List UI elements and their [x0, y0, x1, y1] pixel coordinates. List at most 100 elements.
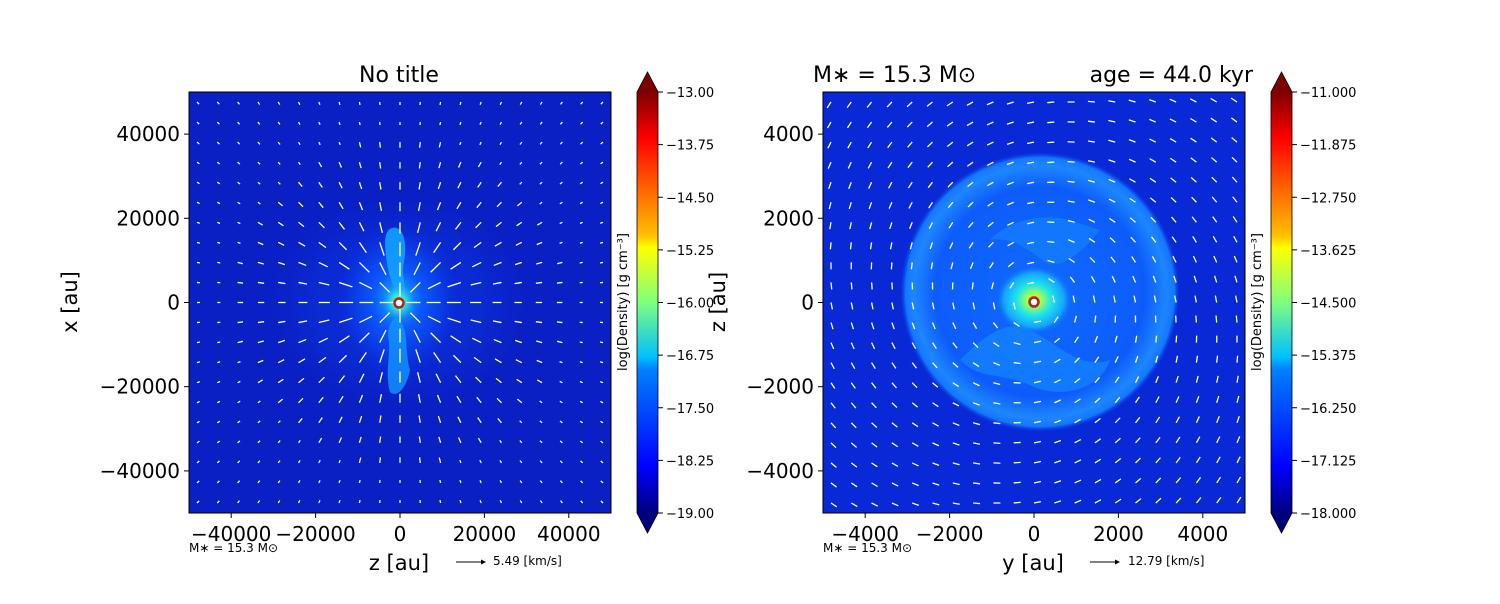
- left-arrow-label: 5.49 [km/s]: [493, 554, 562, 568]
- left-velocity-arrow: [217, 362, 220, 363]
- right-velocity-arrow: [831, 282, 832, 289]
- right-velocity-arrow: [1014, 462, 1021, 463]
- right-colorbar-ticks: −11.000 −11.875 −12.750 −13.625 −14.500 −15.3…: [1292, 86, 1356, 522]
- right-velocity-arrow: [972, 282, 973, 289]
- left-velocity-arrow: [420, 457, 421, 463]
- left-velocity-arrow: [580, 262, 583, 263]
- left-velocity-arrow: [460, 480, 461, 483]
- right-colorbar-tick-label: −11.875: [1300, 139, 1356, 154]
- left-ytick-label: −20000: [100, 375, 180, 399]
- right-colorbar: [1271, 72, 1292, 533]
- left-velocity-arrow: [557, 282, 562, 283]
- right-ytick-label: 0: [801, 291, 814, 315]
- right-colorbar-tick-label: −17.125: [1300, 454, 1356, 469]
- left-velocity-arrow: [238, 282, 243, 283]
- left-velocity-arrow: [217, 342, 220, 343]
- right-velocity-arrow: [1156, 336, 1157, 343]
- right-colorbar-tick-label: −12.750: [1300, 191, 1356, 206]
- right-colorbar-tick-label: −11.000: [1300, 86, 1356, 101]
- right-title-right: age = 44.0 kyr: [1090, 63, 1254, 88]
- right-velocity-arrow: [1014, 482, 1021, 483]
- right-velocity-arrow: [1088, 101, 1095, 102]
- left-mass-label: M∗ = 15.3 M⊙: [189, 541, 278, 555]
- left-velocity-arrow: [380, 457, 381, 463]
- left-velocity-arrow: [580, 342, 583, 343]
- left-velocity-arrow: [460, 122, 461, 125]
- left-xtick-label: −20000: [275, 522, 355, 546]
- left-velocity-arrow: [460, 500, 461, 503]
- left-velocity-arrow: [440, 122, 441, 125]
- left-colorbar-tick-label: −13.75: [666, 139, 714, 154]
- right-velocity-arrow: [850, 242, 851, 249]
- left-ytick-label: 0: [167, 291, 180, 315]
- left-ytick-label: −40000: [100, 459, 180, 483]
- right-ytick-label: 2000: [763, 206, 814, 230]
- right-velocity-arrow: [1068, 162, 1075, 163]
- right-arrow-label: 12.79 [km/s]: [1128, 554, 1204, 568]
- left-colorbar-tick-label: −19.00: [666, 507, 714, 522]
- right-velocity-arrow: [1047, 102, 1054, 103]
- right-velocity-arrow: [973, 483, 980, 484]
- left-xtick-label: 0: [394, 522, 407, 546]
- left-velocity-arrow: [419, 162, 420, 168]
- right-colorbar-tick-label: −13.625: [1300, 244, 1356, 259]
- left-colorbar-tick-label: −16.75: [666, 349, 714, 364]
- left-sink-particle: [395, 299, 404, 308]
- left-velocity-arrow: [197, 342, 200, 343]
- right-colorbar-tick-label: −15.375: [1300, 349, 1356, 364]
- right-velocity-arrow: [872, 282, 873, 289]
- right-mass-label: M∗ = 15.3 M⊙: [823, 541, 912, 555]
- right-velocity-arrow: [851, 282, 852, 289]
- right-velocity-arrow: [830, 242, 831, 249]
- right-velocity-arrow: [1237, 356, 1238, 363]
- right-velocity-arrow: [1068, 181, 1075, 182]
- right-velocity-arrow: [1047, 241, 1054, 242]
- left-ylabel: x [au]: [58, 271, 82, 333]
- left-colorbar-tick-label: −14.50: [666, 191, 714, 206]
- right-xtick-label: 0: [1028, 522, 1041, 546]
- right-velocity-arrow: [993, 423, 1000, 424]
- left-velocity-arrow: [380, 162, 381, 168]
- left-colorbar-label: log(Density) [g cm⁻³]: [616, 233, 631, 371]
- left-velocity-arrow: [359, 480, 360, 483]
- left-velocity-arrow: [217, 242, 220, 243]
- right-xtick-label: 2000: [1093, 522, 1144, 546]
- right-ytick-label: −4000: [746, 459, 814, 483]
- left-velocity-arrow: [600, 342, 603, 343]
- right-colorbar-tick-label: −16.250: [1300, 402, 1356, 417]
- right-xlabel: y [au]: [1002, 551, 1064, 575]
- left-velocity-arrow: [420, 142, 421, 148]
- right-velocity-arrow: [1216, 316, 1217, 323]
- left-velocity-arrow: [600, 362, 603, 363]
- left-velocity-arrow: [440, 102, 441, 105]
- left-colorbar-tick-label: −13.00: [666, 86, 714, 101]
- right-ytick-label: −2000: [746, 375, 814, 399]
- right-colorbar-tick-label: −14.500: [1300, 297, 1356, 312]
- left-velocity-arrow: [217, 262, 220, 263]
- left-colorbar-tick-label: −18.25: [666, 454, 714, 469]
- right-velocity-arrow: [1014, 363, 1021, 364]
- right-colorbar-label: log(Density) [g cm⁻³]: [1250, 233, 1265, 371]
- left-xtick-label: 20000: [453, 522, 517, 546]
- left-velocity-arrow: [339, 480, 340, 483]
- left-velocity-arrow: [380, 142, 381, 148]
- right-velocity-arrow: [1217, 356, 1218, 363]
- right-ylabel: z [au]: [706, 272, 730, 332]
- left-velocity-arrow: [359, 500, 360, 503]
- left-velocity-arrow: [238, 322, 243, 323]
- left-colorbar-tick-label: −17.50: [666, 402, 714, 417]
- left-velocity-arrow: [600, 262, 603, 263]
- right-velocity-arrow: [993, 443, 1000, 444]
- left-velocity-arrow: [440, 480, 441, 483]
- right-plot-area: [823, 92, 1245, 513]
- right-velocity-arrow: [1196, 316, 1197, 323]
- right-velocity-arrow: [1088, 121, 1095, 122]
- right-velocity-arrow: [1176, 336, 1177, 343]
- right-velocity-arrow: [1236, 316, 1237, 323]
- left-velocity-arrow: [258, 322, 264, 323]
- left-velocity-arrow: [419, 437, 420, 443]
- left-velocity-arrow: [536, 322, 542, 323]
- right-title-left: M∗ = 15.3 M⊙: [813, 63, 976, 88]
- left-velocity-arrow: [580, 362, 583, 363]
- left-ytick-label: 40000: [116, 122, 180, 146]
